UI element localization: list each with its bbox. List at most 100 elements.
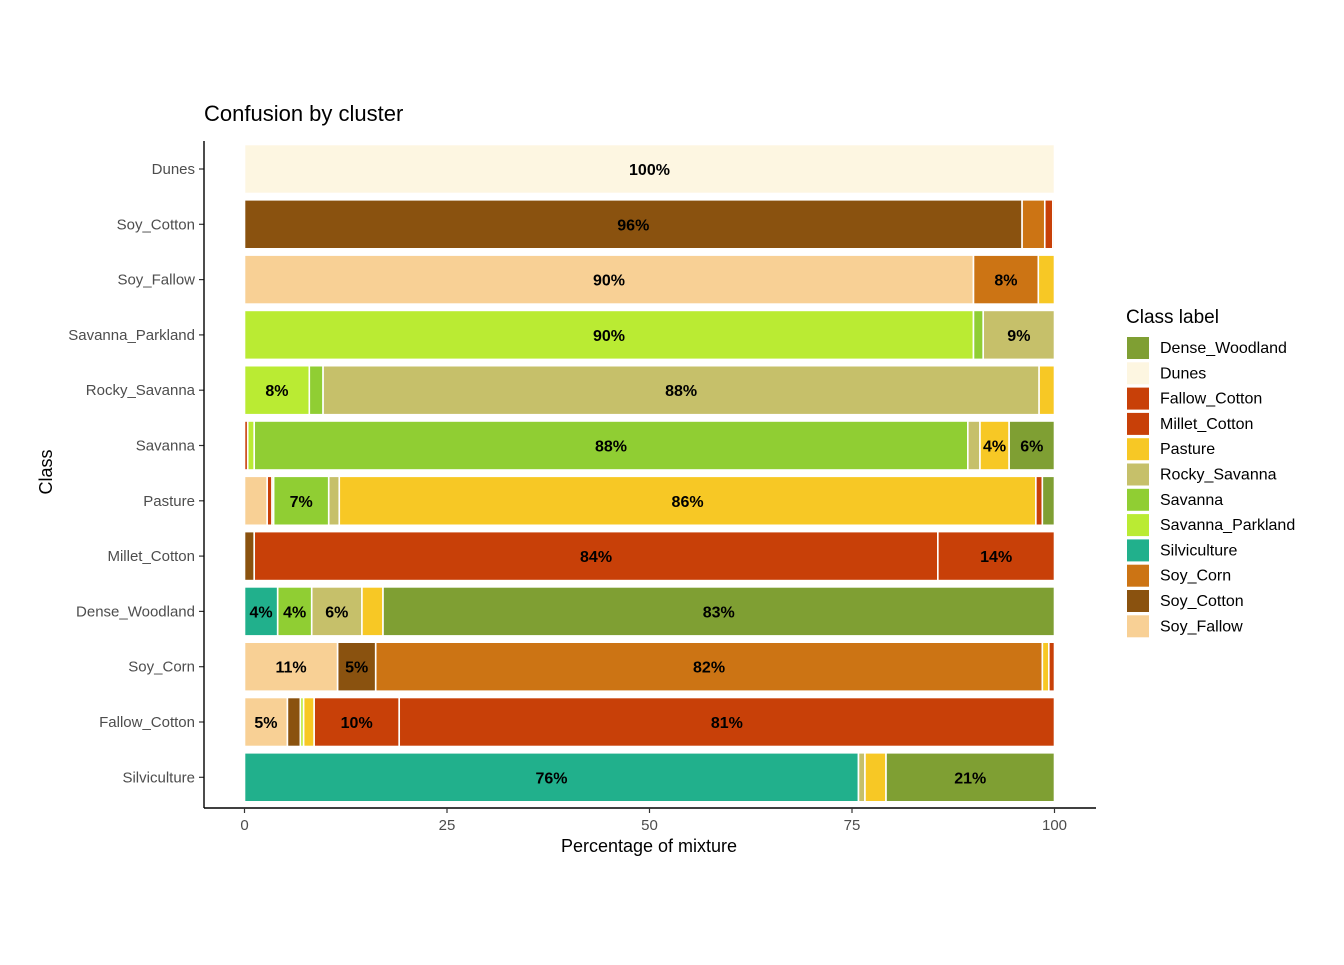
bar-segment-soy-fallow — [243, 475, 268, 527]
x-axis-title: Percentage of mixture — [561, 836, 737, 856]
bar-row-pasture: 7% 86% — [243, 475, 1056, 527]
legend-swatch — [1127, 337, 1149, 359]
bar-segment-fallow-cotton — [398, 696, 1056, 748]
segment-percent-label: 21% — [954, 770, 986, 787]
bar-segment-pasture — [1038, 364, 1056, 416]
legend-item-soy-corn: Soy_Corn — [1127, 564, 1231, 587]
legend-label: Rocky_Savanna — [1160, 467, 1277, 484]
legend-swatch — [1127, 514, 1149, 537]
segment-percent-label: 90% — [593, 273, 625, 290]
bar-segment-savanna-parkland — [243, 309, 975, 361]
legend-title: Class label — [1126, 307, 1219, 328]
legend-label: Soy_Fallow — [1160, 618, 1243, 635]
bar-segment-rocky-savanna — [967, 420, 981, 471]
bar-segment-rocky-savanna — [327, 475, 341, 527]
bar-segment-pasture — [979, 420, 1010, 471]
bar-segment-pasture — [864, 751, 887, 803]
segment-percent-label: 5% — [345, 660, 368, 677]
segment-percent-label: 4% — [983, 439, 1006, 456]
bar-row-soy-cotton: 96% — [243, 199, 1056, 250]
bar-segment-dunes — [243, 143, 1056, 195]
bar-row-fallow-cotton: 5% 10% 81% — [243, 696, 1056, 748]
y-tick-label: Soy_Fallow — [117, 272, 195, 289]
legend-item-soy-cotton: Soy_Cotton — [1127, 590, 1244, 612]
y-tick-label: Rocky_Savanna — [86, 382, 196, 399]
y-tick-label: Savanna — [136, 438, 196, 455]
bar-segment-soy-cotton — [243, 199, 1023, 250]
x-axis: 0 25 50 75 100 — [204, 807, 1096, 834]
legend-swatch — [1127, 590, 1149, 612]
y-tick-label: Pasture — [143, 493, 195, 510]
bar-row-soy-fallow: 90% 8% — [243, 254, 1056, 305]
segment-percent-label: 8% — [265, 383, 288, 400]
bar-segment-rocky-savanna — [322, 364, 1040, 416]
bar-segment-soy-corn — [374, 641, 1044, 693]
segment-percent-label: 86% — [672, 494, 704, 511]
segment-percent-label: 76% — [535, 770, 567, 787]
bar-row-savanna: 88% 4% 6% — [243, 420, 1056, 471]
bar-row-savanna-parkland: 90% 9% — [243, 309, 1056, 361]
bar-segment-soy-cotton — [286, 696, 302, 748]
bar-segment-millet-cotton — [313, 696, 401, 748]
bar-segment-pasture — [1037, 254, 1056, 305]
bars-layer: 100% 96% 90% 8% 90% 9% 8% 88% 88% 4% 6% 7% 86% 84% 14%… — [243, 143, 1056, 803]
bar-segment-rocky-savanna — [310, 586, 363, 637]
x-tick-label: 25 — [439, 817, 456, 834]
segment-percent-label: 4% — [283, 604, 306, 621]
y-tick-label: Soy_Corn — [128, 659, 195, 676]
legend-item-fallow-cotton: Fallow_Cotton — [1127, 387, 1262, 410]
legend-swatch — [1127, 488, 1149, 511]
segment-percent-label: 4% — [250, 604, 273, 621]
y-axis-title: Class — [36, 449, 56, 494]
bar-segment-soy-fallow — [243, 696, 289, 748]
y-axis: Dunes Soy_Cotton Soy_Fallow Savanna_Parklan… — [68, 141, 205, 808]
legend-swatch — [1127, 539, 1149, 562]
y-tick-label: Dunes — [152, 161, 195, 178]
x-tick-label: 0 — [240, 817, 248, 834]
segment-percent-label: 7% — [290, 494, 313, 511]
bar-row-soy-corn: 11% 5% 82% — [243, 641, 1056, 693]
segment-percent-label: 6% — [1020, 439, 1043, 456]
segment-percent-label: 9% — [1007, 328, 1030, 345]
segment-percent-label: 6% — [325, 604, 348, 621]
legend-swatch — [1127, 438, 1149, 461]
legend-label: Pasture — [1160, 441, 1215, 458]
bar-segment-rocky-savanna — [982, 309, 1056, 361]
bar-segment-dense-woodland — [1008, 420, 1056, 471]
chart-title: Confusion by cluster — [204, 101, 403, 126]
segment-percent-label: 14% — [980, 549, 1012, 566]
bar-segment-pasture — [338, 475, 1037, 527]
legend-swatch — [1127, 412, 1149, 435]
legend-label: Silviculture — [1160, 542, 1237, 559]
bar-segment-savanna-parkland — [243, 364, 311, 416]
bar-segment-savanna — [253, 420, 969, 471]
legend-swatch — [1127, 463, 1149, 486]
bar-segment-soy-cotton — [336, 641, 377, 693]
legend-label: Dense_Woodland — [1160, 340, 1287, 357]
legend-items: Dense_Woodland Dunes Fallow_Cotton Millet_C… — [1127, 337, 1295, 638]
bar-segment-soy-cotton — [243, 530, 256, 582]
legend-swatch — [1127, 362, 1149, 385]
segment-percent-label: 83% — [703, 604, 735, 621]
segment-percent-label: 88% — [665, 383, 697, 400]
bar-segment-silviculture — [243, 751, 860, 803]
segment-percent-label: 5% — [254, 715, 277, 732]
x-tick-label: 75 — [844, 817, 861, 834]
bar-segment-dense-woodland — [1041, 475, 1056, 527]
y-tick-label: Fallow_Cotton — [99, 714, 195, 731]
bar-row-silviculture: 76% 21% — [243, 751, 1056, 803]
legend-item-pasture: Pasture — [1127, 438, 1215, 461]
legend-label: Savanna — [1160, 492, 1223, 509]
bar-segment-silviculture — [243, 586, 279, 637]
bar-segment-soy-corn — [1021, 199, 1046, 250]
legend-item-dense-woodland: Dense_Woodland — [1127, 337, 1287, 359]
bar-segment-pasture — [361, 586, 384, 637]
y-tick-label: Silviculture — [122, 769, 195, 786]
y-tick-label: Savanna_Parkland — [68, 327, 195, 344]
segment-percent-label: 100% — [629, 162, 670, 179]
segment-percent-label: 81% — [711, 715, 743, 732]
bar-row-rocky-savanna: 8% 88% — [243, 364, 1056, 416]
segment-percent-label: 82% — [693, 660, 725, 677]
